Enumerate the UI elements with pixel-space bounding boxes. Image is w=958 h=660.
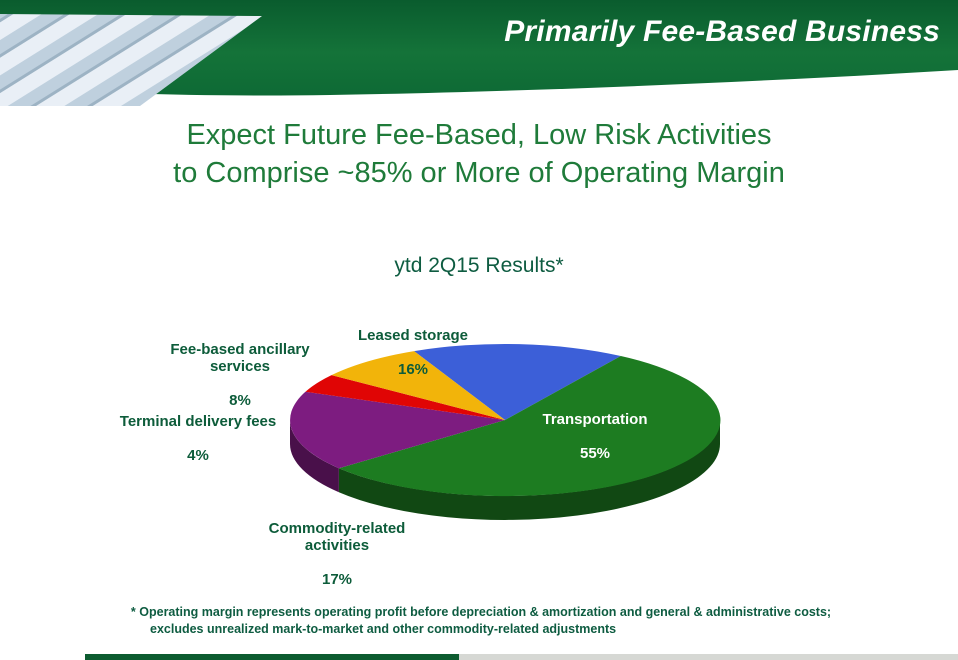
pie-label-pct: 55% — [579, 445, 611, 462]
page-title: Expect Future Fee-Based, Low Risk Activi… — [0, 116, 958, 192]
pie-label-commodity-related: Commodity-related activities 17% — [237, 503, 437, 605]
header-banner: Primarily Fee-Based Business — [0, 0, 958, 112]
pie-label-pct: 4% — [187, 447, 209, 464]
pie-label-pct: 16% — [397, 361, 429, 378]
chart-title: ytd 2Q15 Results* — [394, 254, 564, 277]
pie-label-text: Terminal delivery fees — [119, 413, 277, 430]
footnote-line1: * Operating margin represents operating … — [130, 605, 832, 619]
footer-bar-green — [85, 654, 459, 660]
page-title-line2: to Comprise ~85% or More of Operating Ma… — [173, 157, 785, 189]
pie-label-transportation: Transportation 55% — [500, 394, 690, 479]
footnote-line2: excludes unrealized mark-to-market and o… — [150, 622, 617, 636]
pie-label-terminal-delivery-fees: Terminal delivery fees 4% — [88, 396, 308, 481]
footnote: * Operating margin represents operating … — [126, 604, 836, 638]
pie-label-pct: 17% — [321, 571, 353, 588]
pie-label-fee-based-ancillary: Fee-based ancillary services 8% — [140, 324, 340, 426]
pie-label-leased-storage: Leased storage 16% — [313, 310, 513, 395]
pipes-decoration-image — [0, 14, 262, 106]
pie-label-text: Commodity-related activities — [268, 520, 406, 554]
pie-chart-3d — [270, 330, 740, 545]
footer-bar-gray — [459, 654, 958, 660]
page-title-line1: Expect Future Fee-Based, Low Risk Activi… — [186, 119, 772, 151]
slide-header-title: Primarily Fee-Based Business — [504, 15, 940, 48]
pie-label-text: Fee-based ancillary services — [170, 341, 310, 375]
pie-label-pct: 8% — [229, 392, 251, 409]
header-banner-graphic — [0, 0, 958, 106]
pie-label-text: Transportation — [542, 411, 648, 428]
pie-label-text: Leased storage — [357, 327, 469, 344]
